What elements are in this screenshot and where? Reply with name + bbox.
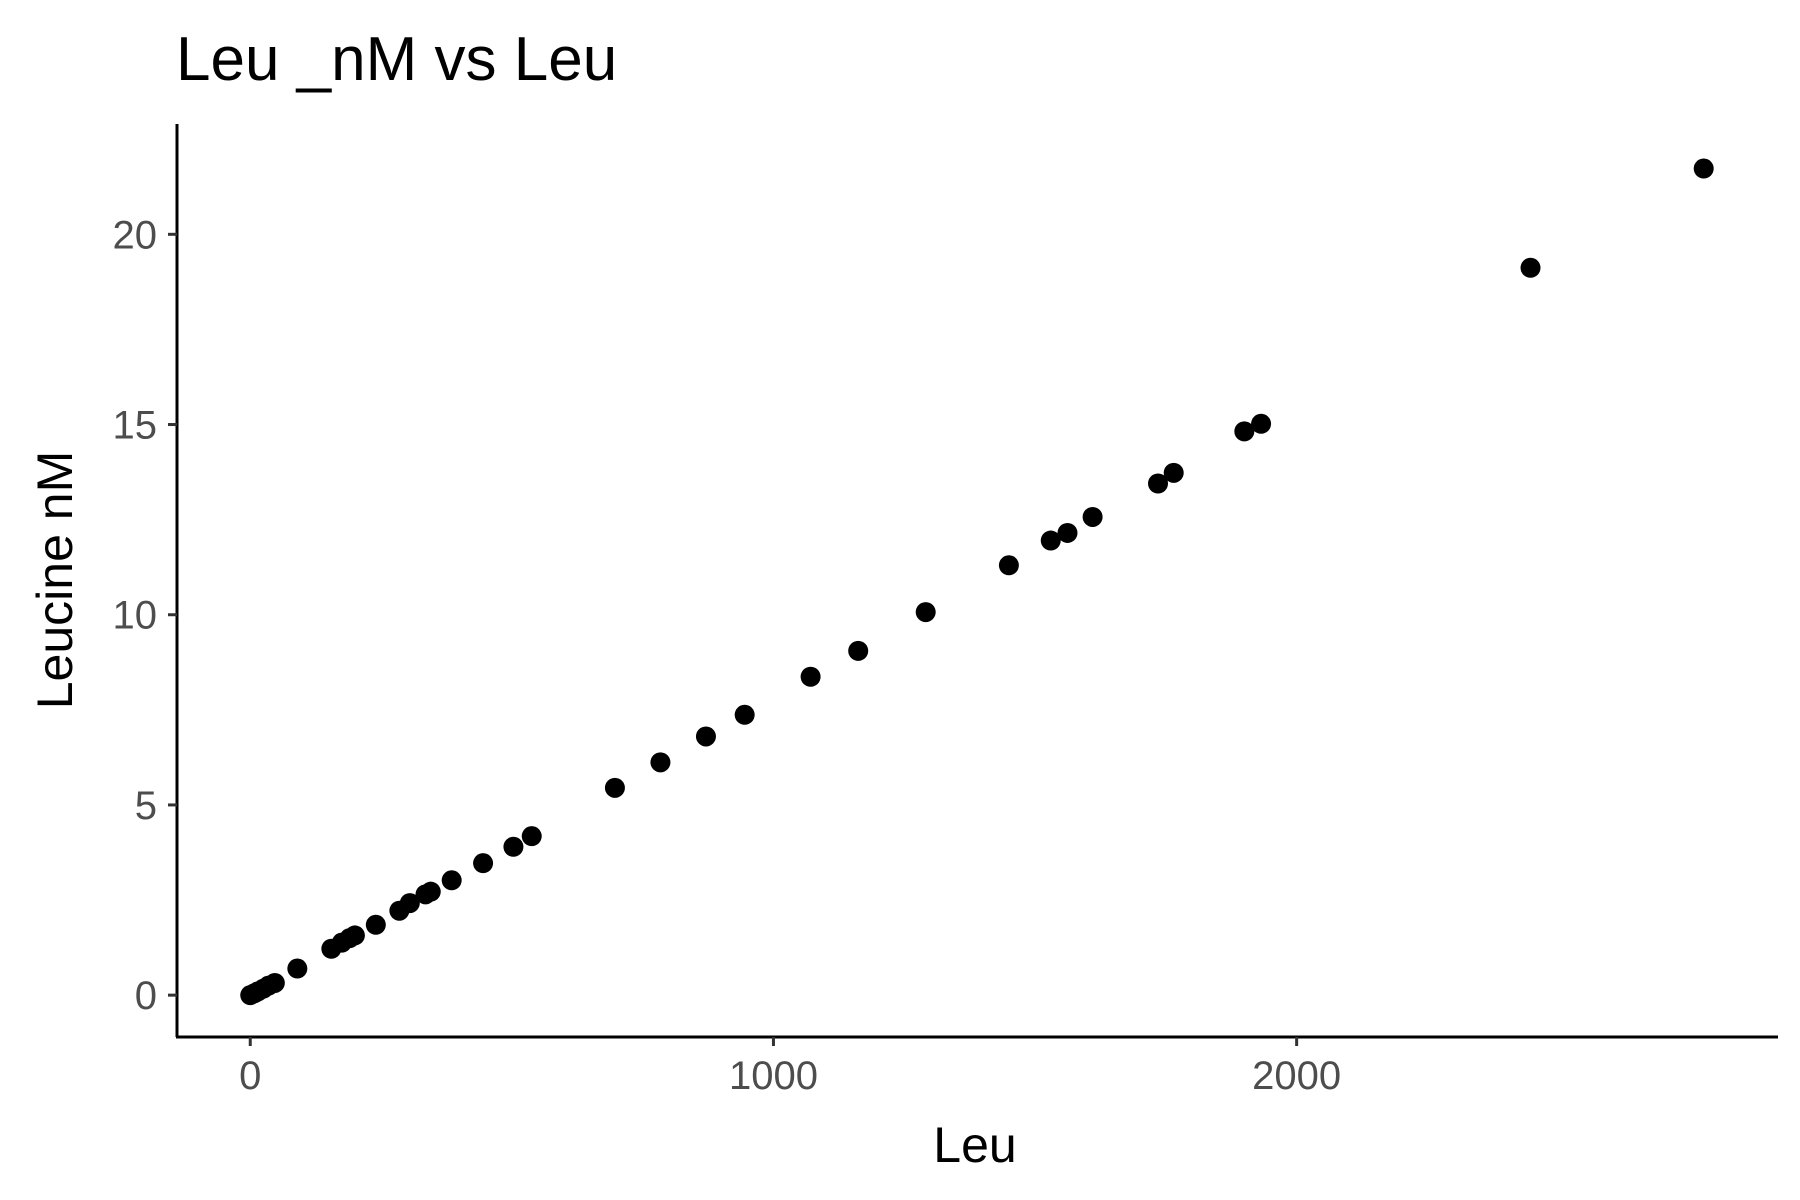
data-points bbox=[240, 158, 1714, 1006]
y-tick-label: 10 bbox=[113, 594, 158, 638]
data-point bbox=[1234, 421, 1255, 442]
data-point bbox=[287, 958, 308, 979]
data-point bbox=[1148, 473, 1169, 494]
y-tick-label: 15 bbox=[113, 404, 158, 448]
data-point bbox=[1040, 530, 1061, 551]
data-point bbox=[521, 826, 542, 847]
data-point bbox=[1163, 462, 1184, 483]
y-tick-label: 20 bbox=[113, 213, 158, 257]
data-point bbox=[650, 752, 671, 773]
chart-title: Leu _nM vs Leu bbox=[176, 25, 617, 94]
data-point bbox=[1082, 506, 1103, 527]
x-axis-ticks: 0 1000 2000 bbox=[239, 1037, 1341, 1098]
data-point bbox=[264, 972, 285, 993]
data-point bbox=[503, 836, 524, 857]
data-point bbox=[1057, 522, 1078, 543]
data-point bbox=[800, 666, 821, 687]
x-tick-label: 2000 bbox=[1252, 1054, 1341, 1098]
data-point bbox=[420, 881, 441, 902]
y-tick-label: 0 bbox=[135, 974, 157, 1018]
y-tick-label: 5 bbox=[135, 784, 157, 828]
data-point bbox=[998, 555, 1019, 576]
x-tick-label: 0 bbox=[239, 1054, 261, 1098]
data-point bbox=[734, 704, 755, 725]
data-point bbox=[399, 893, 420, 914]
data-point bbox=[848, 640, 869, 661]
data-point bbox=[344, 925, 365, 946]
data-point bbox=[1520, 257, 1541, 278]
x-tick-label: 1000 bbox=[729, 1054, 818, 1098]
data-point bbox=[1251, 413, 1272, 434]
data-point bbox=[1693, 158, 1714, 179]
data-point bbox=[473, 853, 494, 874]
x-axis-label: Leu bbox=[933, 1117, 1016, 1173]
data-point bbox=[365, 914, 386, 935]
data-point bbox=[441, 870, 462, 891]
data-point bbox=[695, 726, 716, 747]
y-axis-label: Leucine nM bbox=[27, 451, 83, 710]
data-point bbox=[604, 777, 625, 798]
y-axis-ticks: 0 5 10 15 20 bbox=[113, 213, 177, 1018]
data-point bbox=[915, 602, 936, 623]
